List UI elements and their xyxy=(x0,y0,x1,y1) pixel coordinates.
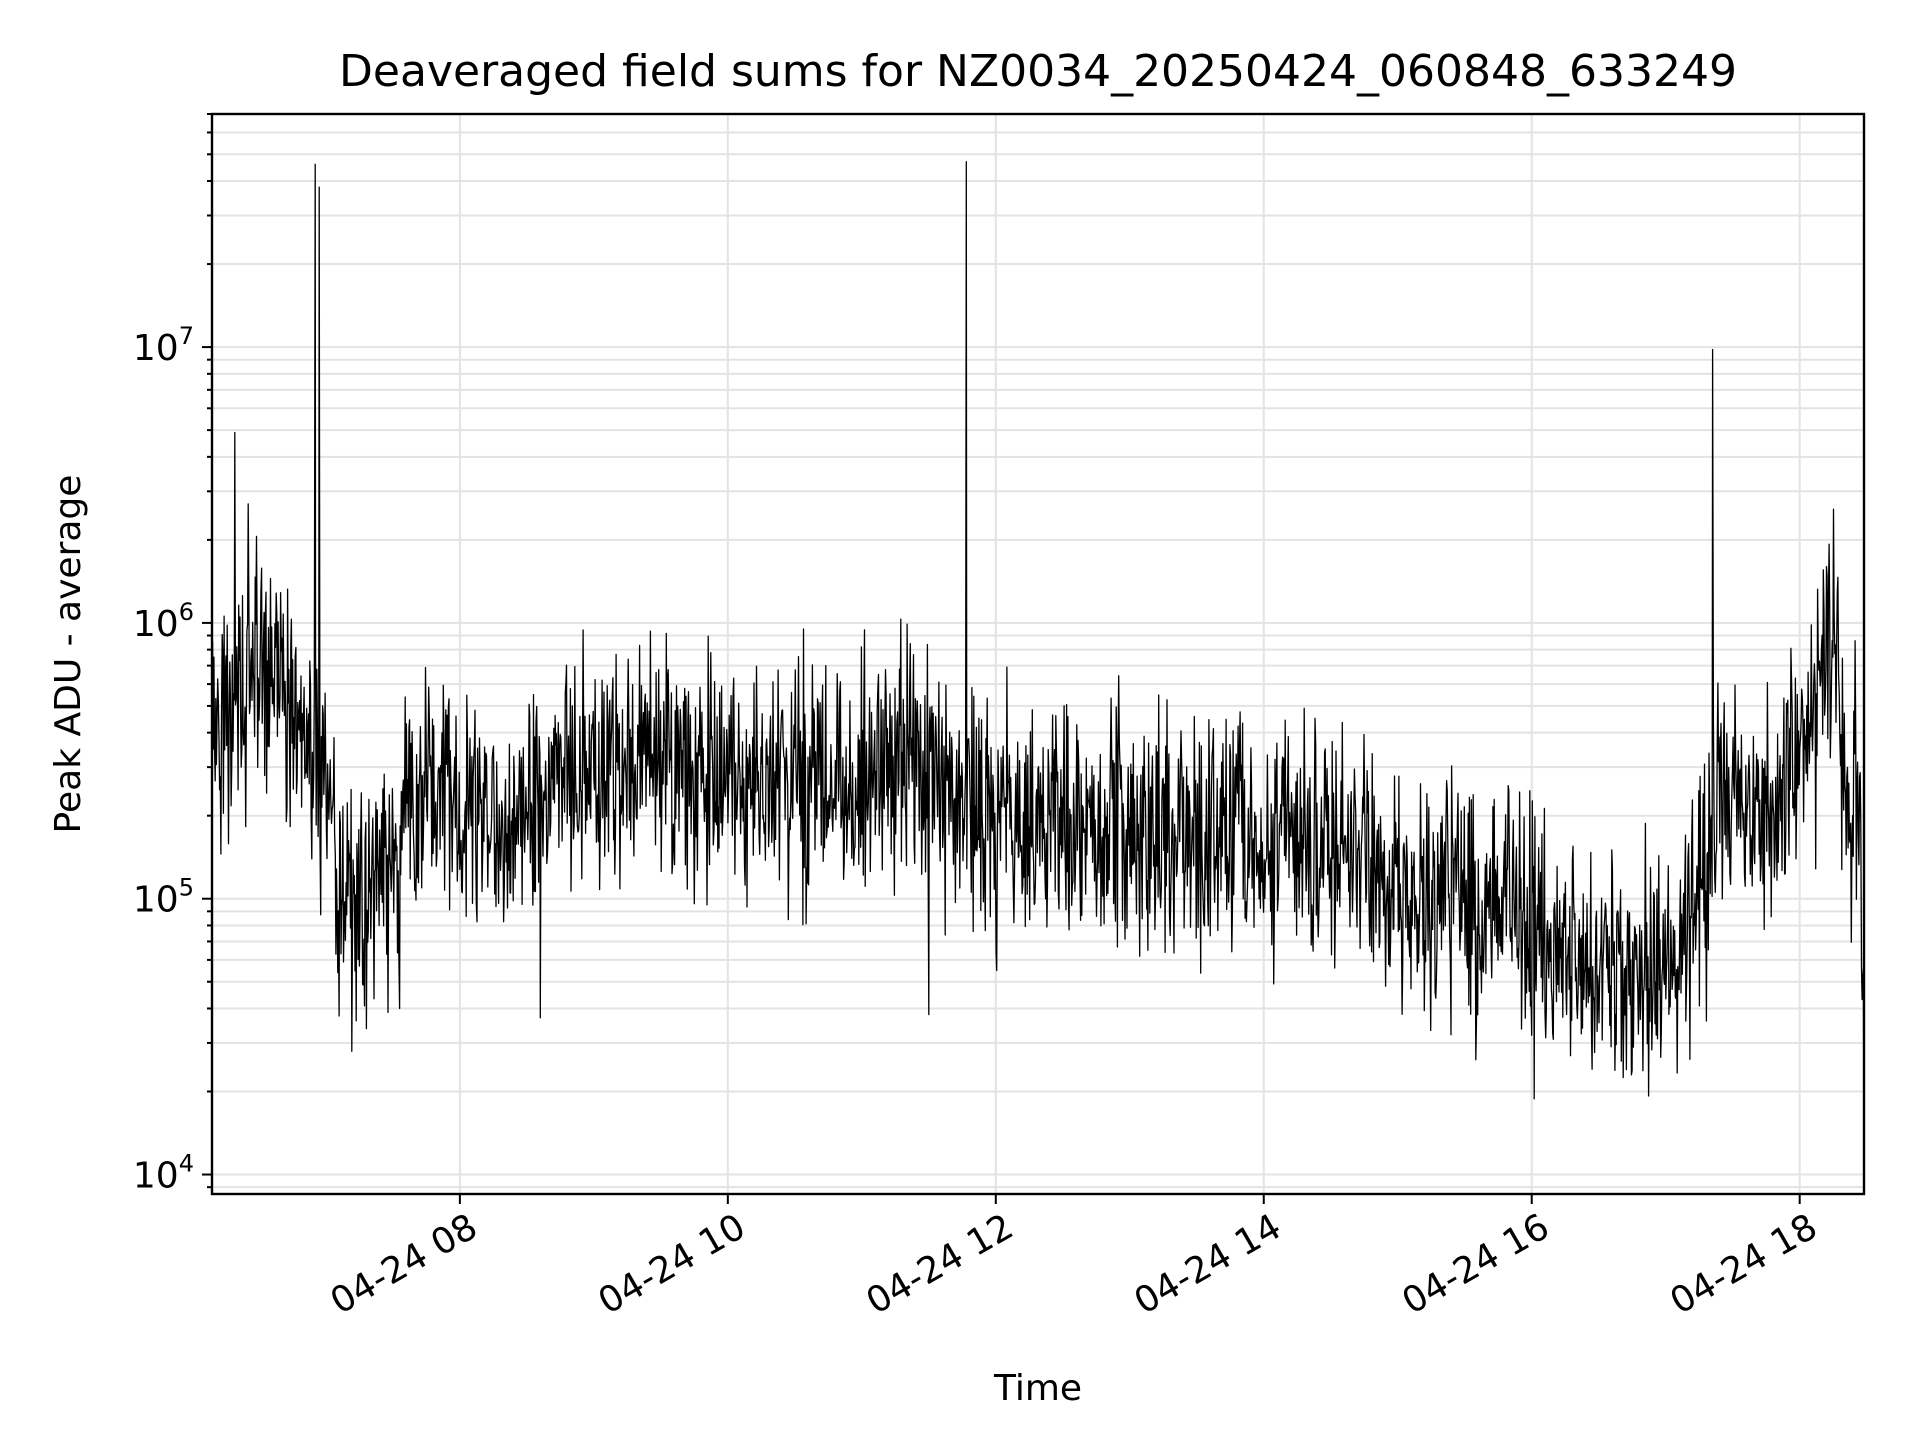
y-tick-label: 106 xyxy=(133,598,194,645)
chart-title: Deaveraged field sums for NZ0034_2025042… xyxy=(339,46,1737,97)
y-tick-label: 107 xyxy=(133,322,194,369)
plot-frame xyxy=(210,112,1866,1196)
y-tick-label: 104 xyxy=(133,1150,194,1197)
series-group xyxy=(211,161,1865,1194)
series-line xyxy=(211,161,1865,1194)
x-axis-label: Time xyxy=(993,1368,1082,1409)
y-axis-label: Peak ADU - average xyxy=(48,475,89,834)
y-tick-label: 105 xyxy=(133,874,194,921)
